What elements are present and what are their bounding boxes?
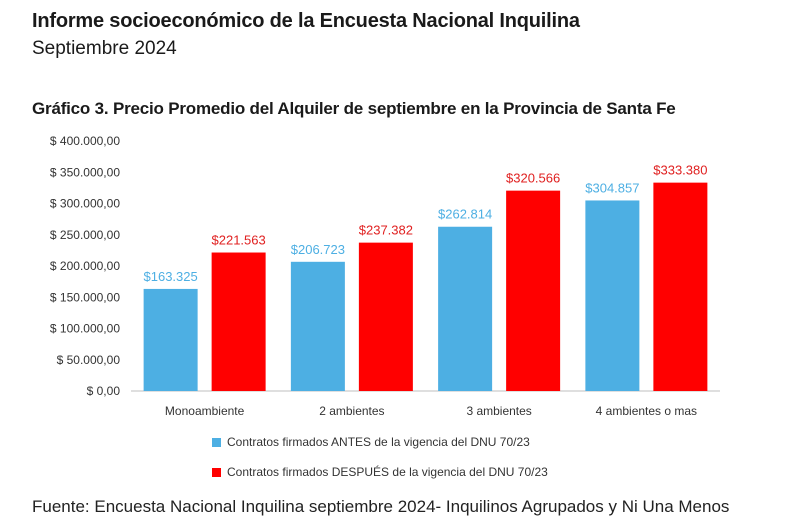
source-note: Fuente: Encuesta Nacional Inquilina sept… <box>32 497 730 516</box>
data-label: $163.325 <box>144 269 198 284</box>
data-label: $262.814 <box>438 207 492 222</box>
y-tick-label: $ 100.000,00 <box>50 322 120 336</box>
legend-item-before: Contratos firmados ANTES de la vigencia … <box>212 435 530 449</box>
legend-label-after: Contratos firmados DESPUÉS de la vigenci… <box>227 465 548 479</box>
legend-item-after: Contratos firmados DESPUÉS de la vigenci… <box>212 465 548 479</box>
y-tick-label: $ 150.000,00 <box>50 290 120 304</box>
y-tick-label: $ 300.000,00 <box>50 197 120 211</box>
y-tick-label: $ 200.000,00 <box>50 259 120 273</box>
y-tick-label: $ 400.000,00 <box>50 134 120 148</box>
bar <box>653 182 708 391</box>
legend-swatch-after <box>212 467 221 477</box>
x-category-label: 4 ambientes o mas <box>596 404 697 418</box>
bar <box>358 242 413 391</box>
y-tick-label: $ 0,00 <box>87 384 121 398</box>
bar <box>506 190 561 391</box>
bar-chart: $ 0,00 $ 50.000,00 $ 100.000,00 $ 150.000,0… <box>50 134 720 418</box>
bar <box>211 252 266 391</box>
data-label: $304.857 <box>585 180 639 195</box>
bar <box>585 200 640 391</box>
data-label: $221.563 <box>212 233 266 248</box>
data-label: $237.382 <box>359 223 413 238</box>
data-label: $320.566 <box>506 171 560 186</box>
bar <box>438 226 493 391</box>
bar <box>143 288 198 391</box>
chart-title: Gráfico 3. Precio Promedio del Alquiler … <box>32 99 676 118</box>
x-category-label: 2 ambientes <box>319 404 384 418</box>
y-tick-label: $ 250.000,00 <box>50 228 120 242</box>
report-title: Informe socioeconómico de la Encuesta Na… <box>32 10 580 32</box>
legend-swatch-before <box>212 437 221 447</box>
legend-label-before: Contratos firmados ANTES de la vigencia … <box>227 435 530 449</box>
data-label: $333.380 <box>653 163 707 178</box>
bar <box>290 261 345 391</box>
y-tick-label: $ 350.000,00 <box>50 165 120 179</box>
x-category-label: Monoambiente <box>165 404 245 418</box>
y-tick-label: $ 50.000,00 <box>57 353 121 367</box>
report-subtitle: Septiembre 2024 <box>32 38 177 59</box>
x-category-label: 3 ambientes <box>466 404 531 418</box>
data-label: $206.723 <box>291 242 345 257</box>
